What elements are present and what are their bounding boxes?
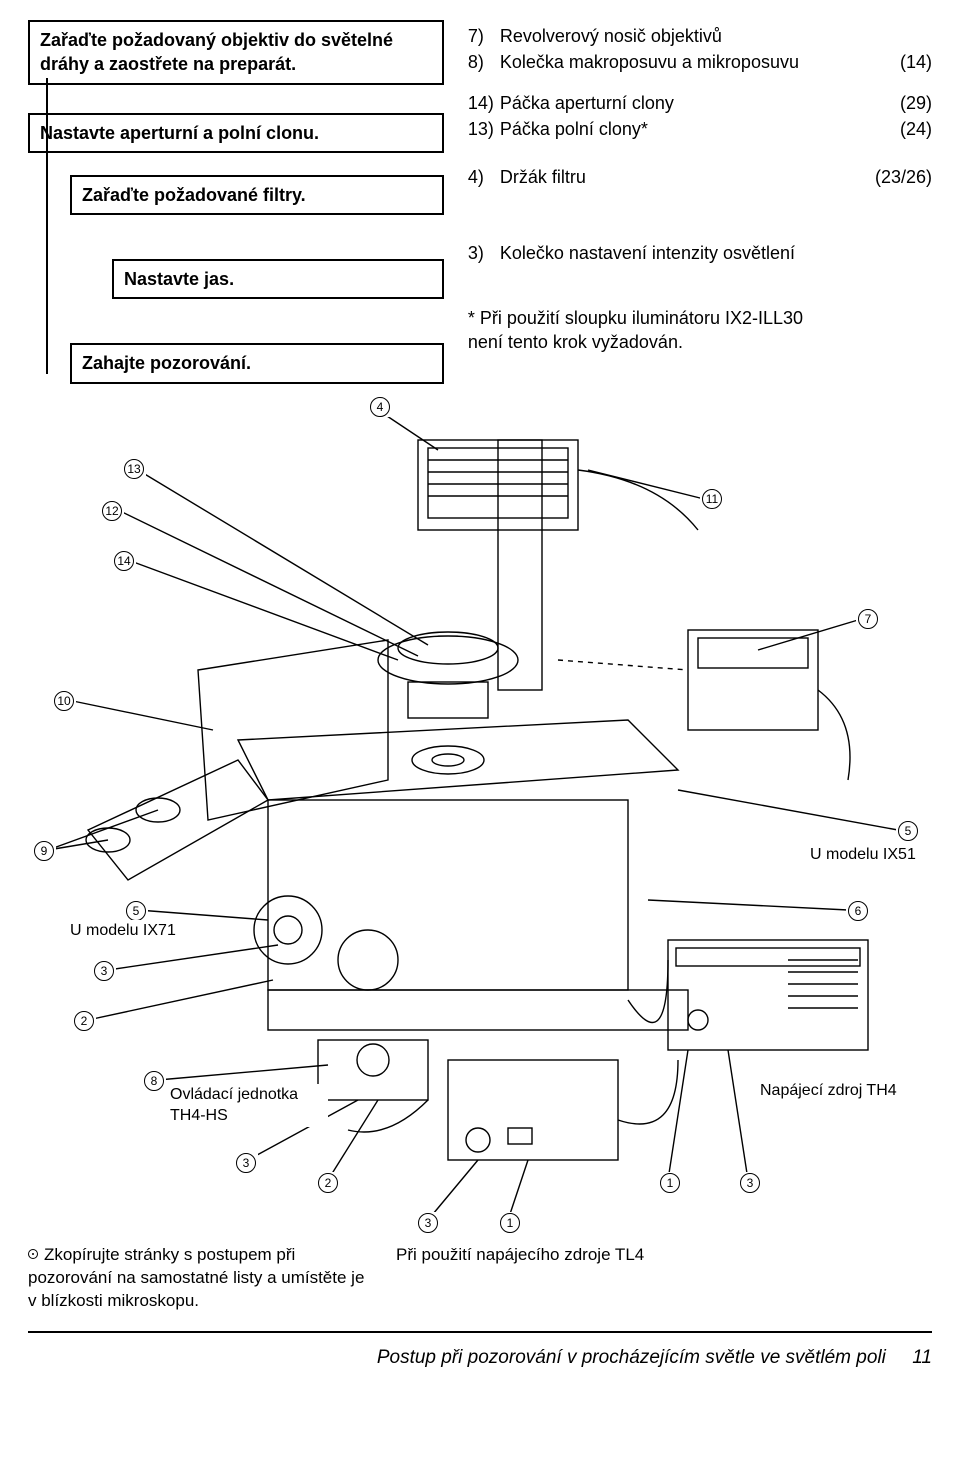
footnote-tl4: Při použití napájecího zdroje TL4 [396,1244,644,1313]
ref-block-1: 7)Revolverový nosič objektivů 8)Kolečka … [468,24,932,75]
flow-step-2: Nastavte aperturní a polní clonu. [28,113,444,153]
bullet-dot-icon [28,1249,38,1259]
ref-block-2: 14)Páčka aperturní clony(29) 13)Páčka po… [468,91,932,142]
ref-block-3: 4)Držák filtru(23/26) [468,165,932,189]
callout-6: 6 [848,901,868,921]
footnote-copy: Zkopírujte stránky s postupem při pozoro… [28,1244,368,1313]
flow-step-5: Zahajte pozorování. [70,343,444,383]
flow-connector [46,78,48,374]
callout-8: 8 [144,1071,164,1091]
footer-title: Postup při pozorování v procházejícím sv… [377,1347,886,1368]
flow-step-1: Zařaďte požadovaný objektiv do světelné … [28,20,444,85]
callout-10: 10 [54,691,74,711]
footer-rule [28,1331,932,1333]
flow-step-4: Nastavte jas. [112,259,444,299]
callout-14: 14 [114,551,134,571]
label-th4: Napájecí zdroj TH4 [758,1080,918,1102]
callout-9: 9 [34,841,54,861]
callout-3c: 3 [418,1213,438,1233]
callout-5-right: 5 [898,821,918,841]
callout-11: 11 [702,489,722,509]
callout-2a: 2 [74,1011,94,1031]
callout-3a: 3 [94,961,114,981]
callout-1b: 1 [660,1173,680,1193]
callout-7: 7 [858,609,878,629]
callout-3d: 3 [740,1173,760,1193]
ref-block-4: 3)Kolečko nastavení intenzity osvětlení [468,241,932,265]
callout-13: 13 [124,459,144,479]
note-asterisk: * Při použití sloupku iluminátoru IX2-IL… [468,306,828,355]
flow-step-3: Zařaďte požadované filtry. [70,175,444,215]
label-th4hs: Ovládací jednotka TH4-HS [168,1084,328,1127]
callout-2b: 2 [318,1173,338,1193]
callout-5-left: 5 [126,901,146,921]
callout-3b: 3 [236,1153,256,1173]
label-ix51: U modelu IX51 [808,844,928,866]
callout-4: 4 [370,397,390,417]
callout-1a: 1 [500,1213,520,1233]
page-number: 11 [912,1347,932,1368]
callout-12: 12 [102,501,122,521]
microscope-diagram: 4 13 12 14 11 7 10 9 5 5 6 3 2 8 3 2 3 1… [28,400,932,1240]
label-ix71: U modelu IX71 [68,920,178,942]
